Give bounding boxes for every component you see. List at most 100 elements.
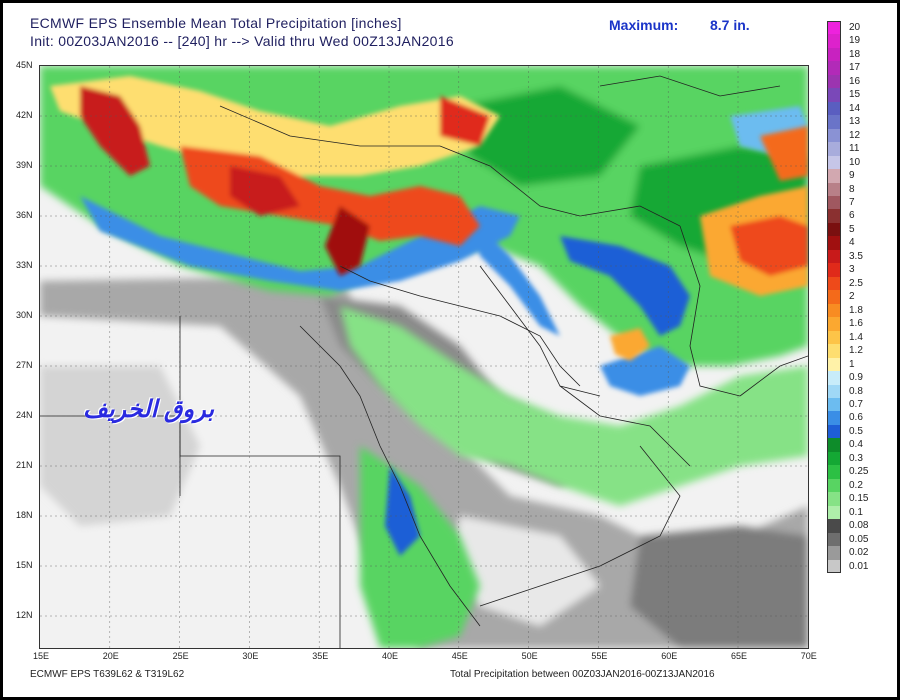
lat-label: 21N: [16, 460, 33, 470]
legend-swatch: [827, 169, 841, 183]
legend-swatch: [827, 21, 841, 35]
legend-item: 4: [827, 236, 877, 250]
legend-swatch: [827, 222, 841, 237]
legend-swatch: [827, 128, 841, 143]
legend-item: 16: [827, 74, 877, 89]
lon-label: 55E: [591, 651, 608, 661]
legend-swatch: [827, 532, 841, 547]
legend-swatch: [827, 519, 841, 533]
legend-item: 0.8: [827, 384, 877, 398]
legend-swatch: [827, 492, 841, 506]
legend-swatch: [827, 317, 841, 331]
lon-label: 50E: [521, 651, 538, 661]
legend-label: 0.9: [849, 372, 863, 384]
legend-item: 9: [827, 169, 877, 183]
legend-swatch: [827, 88, 841, 102]
watermark-text: بروق الخريف: [83, 396, 215, 423]
lat-label: 30N: [16, 310, 33, 320]
legend-label: 0.1: [849, 506, 863, 518]
precip-field: [40, 66, 808, 648]
legend-label: 1.8: [849, 304, 863, 316]
legend-swatch: [827, 209, 841, 223]
legend-item: 13: [827, 115, 877, 129]
lat-label: 42N: [16, 110, 33, 120]
legend-label: 19: [849, 35, 861, 47]
legend-label: 6: [849, 210, 855, 222]
legend-label: 0.25: [849, 466, 869, 478]
legend-item: 11: [827, 142, 877, 156]
legend-swatch: [827, 451, 841, 466]
lon-label: 65E: [731, 651, 748, 661]
legend-swatch: [827, 196, 841, 210]
legend-swatch: [827, 236, 841, 250]
legend-swatch: [827, 74, 841, 89]
legend-swatch: [827, 34, 841, 48]
legend-item: 3: [827, 263, 877, 277]
lon-label: 45E: [451, 651, 468, 661]
legend-item: 6: [827, 209, 877, 223]
legend-label: 0.2: [849, 479, 863, 491]
legend-label: 17: [849, 62, 861, 74]
legend-label: 0.8: [849, 385, 863, 397]
lon-label: 25E: [172, 651, 189, 661]
legend-item: 5: [827, 222, 877, 237]
legend-swatch: [827, 101, 841, 116]
legend-item: 0.9: [827, 371, 877, 385]
legend-label: 1.4: [849, 331, 863, 343]
legend-label: 2.5: [849, 277, 863, 289]
legend-item: 0.02: [827, 546, 877, 560]
legend-swatch: [827, 505, 841, 520]
legend-swatch: [827, 465, 841, 479]
legend-label: 0.3: [849, 452, 863, 464]
legend-label: 18: [849, 48, 861, 60]
legend-item: 2.5: [827, 276, 877, 291]
lon-label: 60E: [661, 651, 678, 661]
legend-item: 1.8: [827, 303, 877, 318]
red-precip: [50, 76, 808, 361]
legend-item: 1.6: [827, 317, 877, 331]
legend-item: 19: [827, 34, 877, 48]
legend-label: 1: [849, 358, 855, 370]
legend-item: 0.25: [827, 465, 877, 479]
lon-label: 20E: [102, 651, 119, 661]
legend-item: 0.4: [827, 438, 877, 452]
legend-label: 1.2: [849, 345, 863, 357]
legend-item: 7: [827, 196, 877, 210]
legend-item: 0.05: [827, 532, 877, 547]
legend-item: 10: [827, 155, 877, 170]
legend-label: 3: [849, 264, 855, 276]
chart-title: ECMWF EPS Ensemble Mean Total Precipitat…: [30, 15, 402, 31]
lon-label: 15E: [33, 651, 50, 661]
maximum-value: 8.7 in.: [710, 17, 750, 33]
legend-swatch: [827, 47, 841, 62]
legend-label: 14: [849, 102, 861, 114]
legend-label: 0.4: [849, 439, 863, 451]
legend-item: 18: [827, 47, 877, 62]
lat-label: 15N: [16, 560, 33, 570]
legend-swatch: [827, 411, 841, 425]
legend-label: 3.5: [849, 250, 863, 262]
legend-item: 17: [827, 61, 877, 75]
map-frame: ECMWF EPS Ensemble Mean Total Precipitat…: [3, 3, 897, 697]
legend-item: 1: [827, 357, 877, 372]
lon-label: 40E: [382, 651, 399, 661]
lat-label: 12N: [16, 610, 33, 620]
legend-swatch: [827, 330, 841, 345]
legend-item: 0.15: [827, 492, 877, 506]
legend-label: 0.01: [849, 560, 869, 572]
country-borders: [40, 75, 808, 648]
legend-item: 0.08: [827, 519, 877, 533]
legend-swatch: [827, 559, 841, 573]
legend-swatch: [827, 142, 841, 156]
legend-swatch: [827, 357, 841, 372]
legend-swatch: [827, 478, 841, 493]
legend-label: 0.08: [849, 520, 869, 532]
legend-label: 8: [849, 183, 855, 195]
legend-swatch: [827, 249, 841, 264]
legend-label: 0.05: [849, 533, 869, 545]
legend-swatch: [827, 61, 841, 75]
precipitation-map: [39, 65, 809, 649]
legend-swatch: [827, 155, 841, 170]
legend-item: 0.3: [827, 451, 877, 466]
legend-swatch: [827, 397, 841, 412]
